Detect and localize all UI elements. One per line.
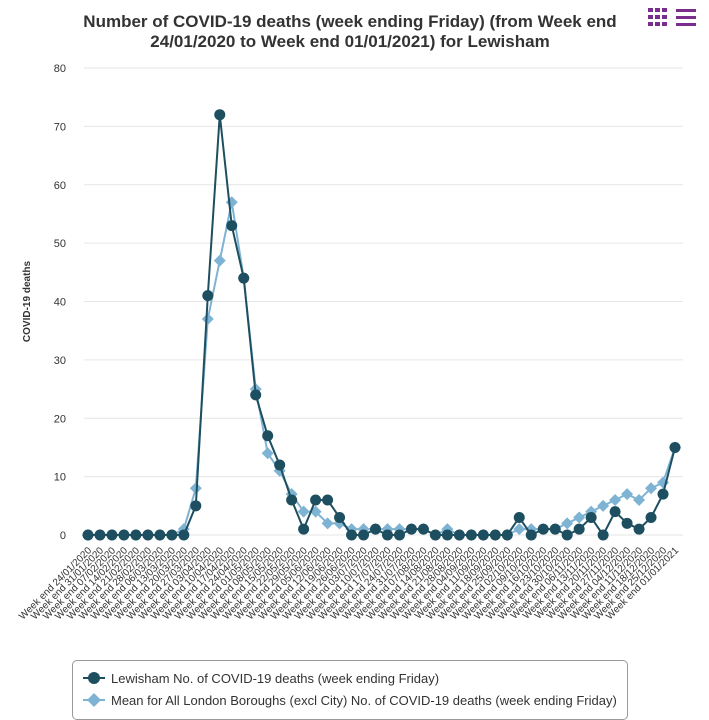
data-point	[274, 459, 286, 471]
data-point	[321, 517, 334, 530]
data-point	[417, 523, 429, 535]
data-point	[501, 529, 513, 541]
series-line-0	[88, 114, 676, 537]
data-point	[621, 517, 633, 529]
data-point	[561, 529, 573, 541]
data-point	[82, 529, 94, 541]
data-point	[178, 529, 190, 541]
data-point	[334, 511, 346, 523]
chart-menu	[647, 6, 697, 28]
data-point	[202, 290, 214, 302]
data-point	[489, 529, 501, 541]
data-point	[525, 529, 537, 541]
legend-label-lewisham: Lewisham No. of COVID-19 deaths (week en…	[111, 670, 440, 686]
data-point	[346, 529, 358, 541]
diamond-marker-icon	[83, 693, 105, 707]
data-point	[262, 430, 274, 442]
data-point	[201, 313, 214, 326]
data-point	[250, 389, 262, 401]
data-point	[645, 482, 658, 495]
y-tick-label: 70	[54, 121, 66, 133]
y-tick-label: 0	[60, 530, 66, 542]
data-point	[298, 523, 310, 535]
data-point	[130, 529, 142, 541]
data-point	[261, 447, 274, 460]
data-point	[633, 523, 645, 535]
data-point	[154, 529, 166, 541]
data-point	[513, 511, 525, 523]
data-point	[669, 441, 681, 453]
data-point	[225, 196, 238, 209]
legend-item-lewisham[interactable]: Lewisham No. of COVID-19 deaths (week en…	[83, 667, 617, 689]
data-point	[645, 511, 657, 523]
series-line-1	[88, 202, 676, 537]
hamburger-menu-icon[interactable]	[675, 6, 697, 28]
y-tick-label: 50	[54, 238, 66, 250]
data-point	[549, 523, 561, 535]
data-point	[513, 523, 526, 536]
legend-label-london-mean: Mean for All London Boroughs (excl City)…	[111, 692, 617, 708]
data-point	[429, 529, 441, 541]
data-point	[370, 523, 382, 535]
data-point	[213, 254, 226, 267]
data-point	[609, 493, 622, 506]
chart-title: Number of COVID-19 deaths (week ending F…	[83, 12, 617, 51]
legend-item-london-mean[interactable]: Mean for All London Boroughs (excl City)…	[83, 689, 617, 711]
data-point	[118, 529, 130, 541]
data-point	[609, 506, 621, 518]
y-tick-label: 20	[54, 413, 66, 425]
data-point	[597, 529, 609, 541]
data-point	[214, 109, 226, 121]
data-point	[465, 529, 477, 541]
data-point	[537, 523, 549, 535]
data-point	[405, 523, 417, 535]
data-point	[621, 488, 634, 501]
data-point	[226, 220, 238, 232]
data-point	[453, 529, 465, 541]
data-point	[358, 529, 370, 541]
y-tick-label: 10	[54, 472, 66, 484]
data-point	[286, 494, 298, 506]
y-axis-label: COVID-19 deaths	[22, 260, 33, 342]
data-point	[477, 529, 489, 541]
chart-legend: Lewisham No. of COVID-19 deaths (week en…	[72, 660, 628, 720]
y-tick-label: 80	[54, 63, 66, 75]
data-point	[322, 494, 334, 506]
data-point	[310, 494, 322, 506]
y-tick-label: 60	[54, 180, 66, 192]
data-point	[166, 529, 178, 541]
data-point	[597, 499, 610, 512]
data-point	[94, 529, 106, 541]
data-point	[573, 523, 585, 535]
data-point	[585, 511, 597, 523]
data-point	[561, 517, 574, 530]
data-point	[393, 529, 405, 541]
data-point	[142, 529, 154, 541]
data-point	[190, 500, 202, 512]
y-tick-label: 30	[54, 355, 66, 367]
data-point	[238, 272, 250, 284]
circle-marker-icon	[83, 672, 105, 684]
data-point	[381, 529, 393, 541]
grid-icon[interactable]	[647, 6, 669, 28]
data-point	[585, 505, 598, 518]
data-point	[297, 505, 310, 518]
data-point	[657, 488, 669, 500]
data-point	[106, 529, 118, 541]
data-point	[441, 529, 453, 541]
data-point	[573, 511, 586, 524]
data-point	[633, 493, 646, 506]
y-tick-label: 40	[54, 297, 66, 309]
